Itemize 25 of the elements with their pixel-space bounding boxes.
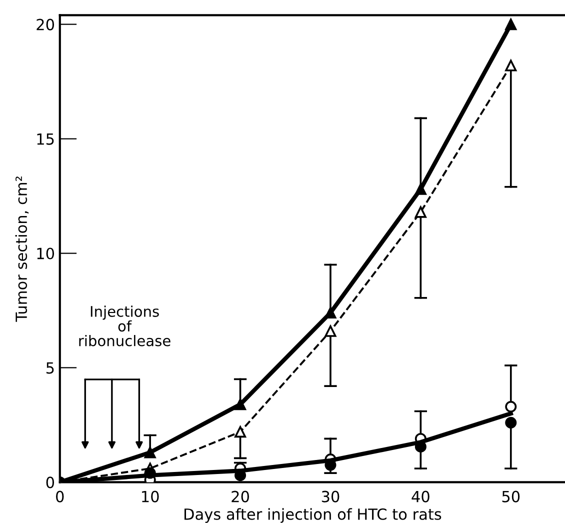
point: [144, 446, 156, 458]
y-tick-label: 5: [46, 362, 54, 374]
annotation: Injections of ribonuclease: [79, 306, 170, 346]
x-tick-label: 10: [142, 490, 159, 502]
point: [505, 18, 517, 30]
y-tick-label: 15: [37, 133, 54, 145]
y-tick-label: 10: [37, 248, 54, 260]
y-axis-title: Tumor section, cm²: [15, 176, 29, 322]
x-tick-label: 20: [232, 490, 249, 502]
x-tick-label: 50: [502, 490, 520, 502]
y-tick-label: 0: [46, 476, 54, 488]
point: [505, 416, 517, 428]
point: [234, 398, 246, 410]
point: [234, 426, 246, 438]
point: [414, 183, 426, 195]
point: [505, 400, 517, 412]
point: [324, 307, 336, 319]
x-tick-label: 30: [322, 490, 340, 502]
x-axis-title: Days after injection of HTC to rats: [184, 508, 442, 523]
y-tick-label: 20: [36, 18, 54, 30]
point: [414, 206, 426, 218]
x-tick-label: 0: [56, 490, 64, 502]
x-tick-label: 40: [412, 490, 430, 502]
point: [324, 325, 336, 337]
point: [505, 60, 517, 72]
